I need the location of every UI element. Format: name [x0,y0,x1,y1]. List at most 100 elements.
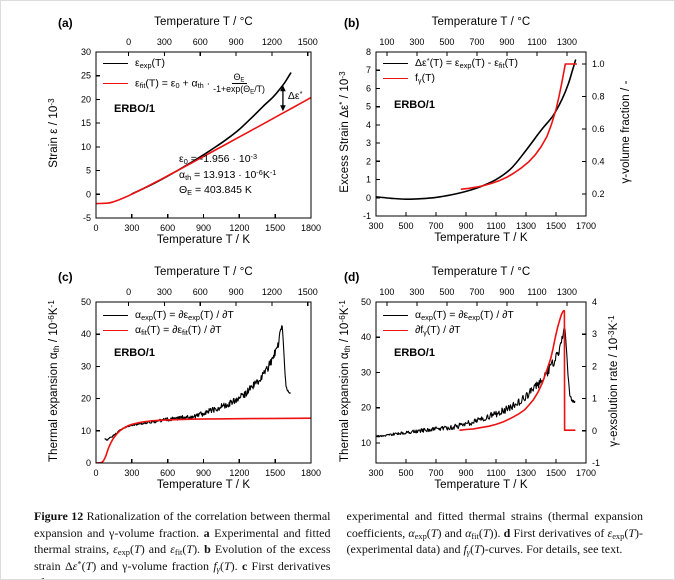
svg-text:700: 700 [428,221,443,231]
panel-label-c: (c) [58,270,73,284]
svg-text:10: 10 [81,426,91,436]
svg-text:20: 20 [361,403,371,413]
excess-strain-arrow-label: Δε* [287,89,303,103]
excess-strain-arrow [280,85,286,112]
svg-text:50: 50 [361,297,371,307]
axis-title-bottom-c: Temperature T / K [156,479,251,491]
series-group-c [96,325,311,463]
svg-text:900: 900 [196,468,211,478]
svg-text:0: 0 [93,468,98,478]
svg-text:100: 100 [379,287,394,297]
legend-item-d-1: ∂fγ(T) / ∂T [383,324,514,336]
svg-text:600: 600 [160,223,175,233]
svg-text:3: 3 [366,138,371,148]
panel-label-a: (a) [58,16,73,30]
svg-text:1: 1 [366,175,371,185]
svg-text:100: 100 [379,37,394,47]
sample-label-d: ERBO/1 [394,347,435,359]
svg-text:0: 0 [126,287,131,297]
svg-text:0.6: 0.6 [592,124,605,134]
axis-title-left-b: Excess Strain Δε* / 10-3 [337,71,351,193]
svg-text:1800: 1800 [301,468,321,478]
axis-title-bottom-a: Temperature T / K [156,234,251,246]
svg-text:1300: 1300 [516,468,536,478]
panel-label-b: (b) [344,16,360,30]
svg-text:-1: -1 [363,211,371,221]
legend-label: ∂fγ(T) / ∂T [415,324,461,337]
svg-text:1100: 1100 [486,221,505,231]
svg-text:1100: 1100 [486,468,505,478]
fit-parameters: ε0 = -1.956 · 10-3 αth = 13.913 · 10-6K-1… [179,152,276,199]
svg-text:20: 20 [81,394,91,404]
legend-item-a-0: εexp(T) [103,57,265,69]
svg-text:0: 0 [366,193,371,203]
axis-title-bottom-b: Temperature T / K [434,232,528,244]
svg-text:50: 50 [81,297,91,307]
legend-swatch-icon [103,82,128,84]
legend-label: fγ(T) [415,72,436,85]
svg-text:600: 600 [193,287,208,297]
svg-text:300: 300 [409,287,424,297]
svg-text:1500: 1500 [265,223,285,233]
legend-swatch-icon [103,62,128,64]
svg-text:1500: 1500 [265,468,285,478]
subplot-b: (b) 300 500 700 900 1100 1300 1500 1700 100 300 50… [337,1,674,281]
legend-fraction: ΘE -1+exp(ΘE/T) [213,72,265,96]
svg-text:25: 25 [81,71,91,81]
svg-text:40: 40 [81,329,91,339]
svg-text:700: 700 [469,37,484,47]
svg-text:2: 2 [592,361,597,371]
svg-text:500: 500 [398,221,413,231]
legend-label: εexp(T) [135,57,165,70]
axes-c [95,301,312,464]
legend-label: αfit(T) = ∂εfit(T) / ∂T [135,324,222,337]
axis-title-top-c: Temperature T / °C [154,266,253,278]
series-group-b [376,59,578,201]
svg-text:300: 300 [124,223,139,233]
svg-text:0.8: 0.8 [592,92,605,102]
svg-text:1500: 1500 [546,221,566,231]
series-f_gamma_rate-curve [459,309,576,431]
svg-text:300: 300 [124,468,139,478]
legend-label: εfit(T) = ε0 + αth · ΘE -1+exp(ΘE/T) [135,72,265,96]
svg-text:300: 300 [368,468,383,478]
svg-text:500: 500 [398,468,413,478]
legend-item-c-1: αfit(T) = ∂εfit(T) / ∂T [103,324,234,336]
caption-column-right: experimental and fitted thermal strains … [346,509,644,558]
svg-text:300: 300 [409,37,424,47]
svg-text:0.2: 0.2 [592,189,605,199]
svg-text:300: 300 [157,287,172,297]
axis-title-left-d: Thermal expansion αth / 10-6K-1 [337,299,352,462]
legend-swatch-icon [383,329,408,331]
svg-text:1200: 1200 [262,287,282,297]
legend-swatch-icon [383,77,408,79]
axis-title-bottom-d: Temperature T / K [434,479,528,491]
svg-text:1.0: 1.0 [592,59,605,69]
svg-text:30: 30 [81,47,91,57]
svg-text:1: 1 [592,394,597,404]
svg-text:10: 10 [361,438,371,448]
svg-text:600: 600 [160,468,175,478]
svg-text:5: 5 [86,166,91,176]
svg-text:10: 10 [81,142,91,152]
series-group-d [376,309,576,438]
svg-text:4: 4 [366,120,371,130]
svg-text:1200: 1200 [262,37,282,47]
series-f_gamma-curve [460,63,578,190]
svg-text:1700: 1700 [576,468,596,478]
svg-text:0: 0 [126,37,131,47]
svg-text:0: 0 [93,223,98,233]
legend-b: Δε*(T) = εexp(T) - εfit(T) fγ(T) [383,57,518,87]
axis-title-top-d: Temperature T / °C [431,266,531,278]
svg-text:500: 500 [439,37,454,47]
axis-title-right-d: γ-exsolution rate / 10-3K-1 [606,314,620,447]
svg-text:700: 700 [469,287,484,297]
svg-text:1200: 1200 [229,468,249,478]
